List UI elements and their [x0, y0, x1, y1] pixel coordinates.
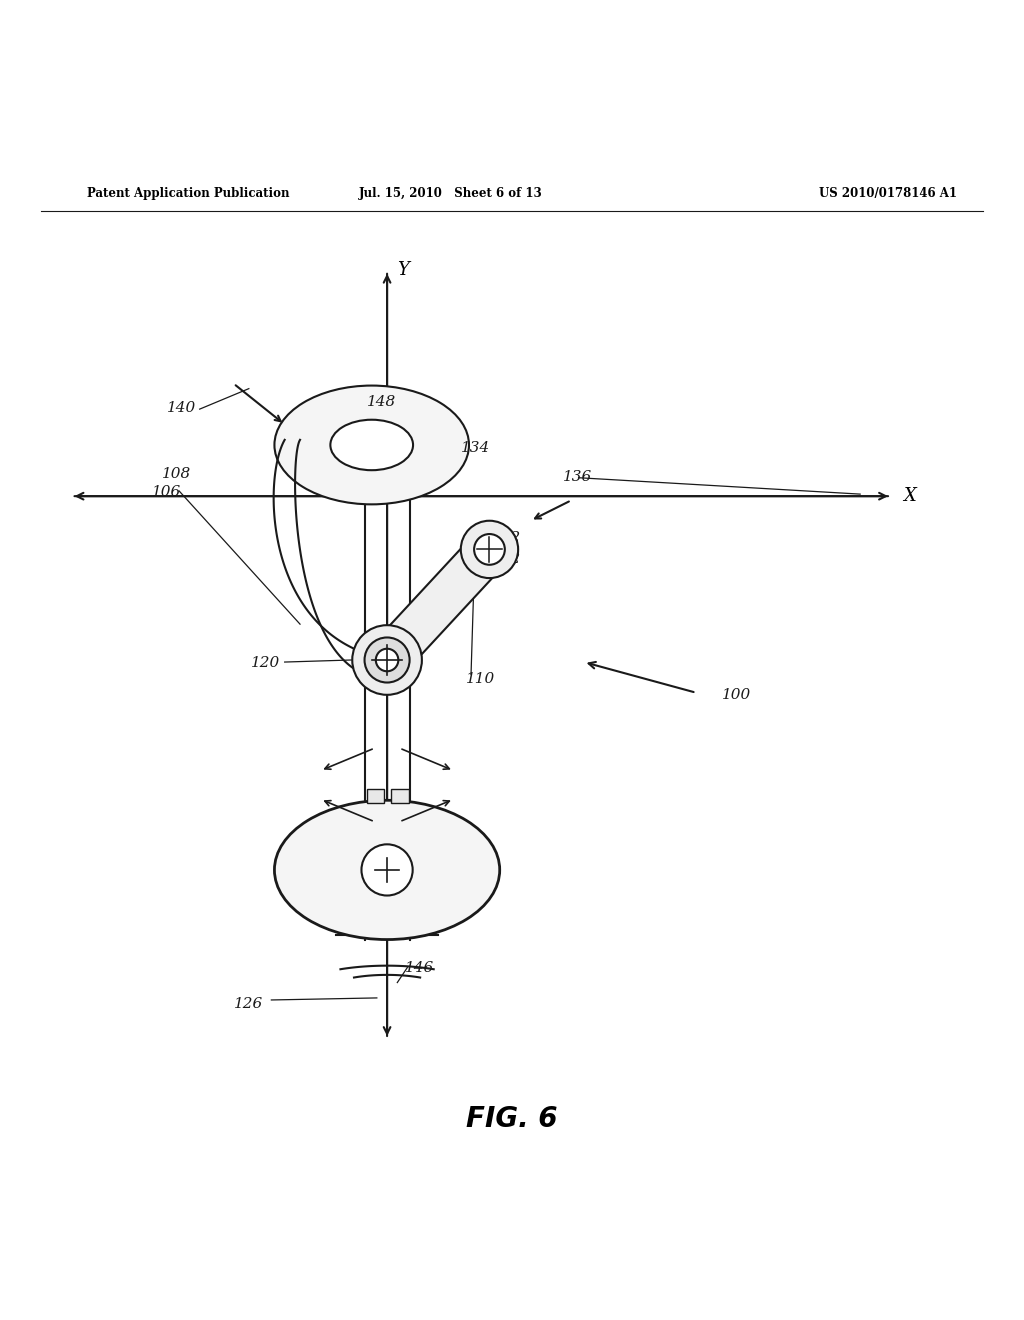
- Circle shape: [461, 520, 518, 578]
- Text: 106: 106: [152, 486, 181, 499]
- Circle shape: [352, 626, 422, 694]
- Text: 140: 140: [167, 401, 197, 416]
- Circle shape: [365, 638, 410, 682]
- Text: 120: 120: [251, 656, 281, 671]
- Text: 126: 126: [233, 997, 263, 1011]
- Text: 112: 112: [492, 552, 521, 566]
- Circle shape: [361, 845, 413, 895]
- Ellipse shape: [274, 385, 469, 504]
- Text: 134: 134: [461, 441, 490, 455]
- Text: 148: 148: [367, 395, 396, 409]
- Text: 110: 110: [466, 672, 496, 685]
- Circle shape: [474, 535, 505, 565]
- Text: 136: 136: [563, 470, 593, 484]
- Text: 142: 142: [492, 531, 521, 545]
- Ellipse shape: [274, 800, 500, 940]
- Polygon shape: [372, 535, 505, 675]
- Text: X: X: [903, 487, 916, 506]
- Text: Y: Y: [397, 260, 410, 279]
- Text: FIG. 6: FIG. 6: [466, 1105, 558, 1133]
- Bar: [367, 789, 384, 804]
- Text: 100: 100: [722, 688, 752, 702]
- Ellipse shape: [331, 420, 413, 470]
- Text: US 2010/0178146 A1: US 2010/0178146 A1: [819, 186, 957, 199]
- Bar: [391, 789, 409, 804]
- Circle shape: [376, 648, 398, 672]
- Text: 146: 146: [404, 961, 434, 975]
- Text: 108: 108: [162, 467, 191, 480]
- Text: Patent Application Publication: Patent Application Publication: [87, 186, 290, 199]
- Text: Jul. 15, 2010   Sheet 6 of 13: Jul. 15, 2010 Sheet 6 of 13: [358, 186, 543, 199]
